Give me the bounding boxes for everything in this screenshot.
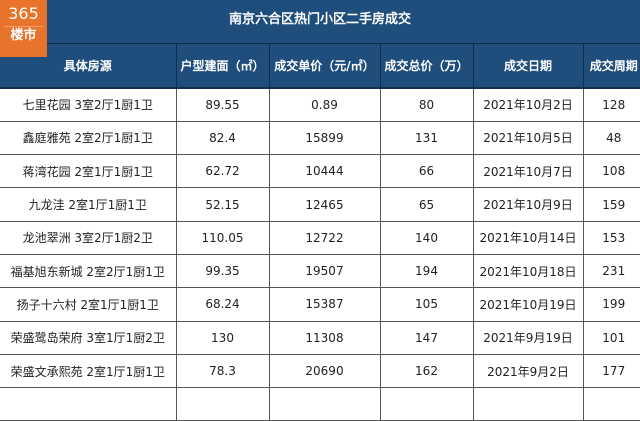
table-cell: 153 bbox=[582, 221, 640, 255]
table-cell: 78.3 bbox=[175, 354, 269, 389]
logo-text: 楼市 bbox=[4, 26, 43, 45]
table-cell: 147 bbox=[379, 321, 473, 355]
table-cell: 2021年9月19日 bbox=[472, 321, 583, 355]
table-cell: 九龙洼 2室1厅1厨1卫 bbox=[0, 187, 176, 222]
table-cell: 荣盛鹭岛荣府 3室1厅1厨2卫 bbox=[0, 321, 176, 355]
table-cell: 131 bbox=[379, 121, 473, 156]
table-cell: 99.35 bbox=[175, 254, 269, 289]
table-cell: 66 bbox=[379, 154, 473, 189]
table-row: 龙池翠洲 3室2厅1厨2卫 110.05 12722 140 2021年10月14日 15… bbox=[0, 221, 640, 255]
table-cell: 15899 bbox=[268, 121, 380, 156]
table-cell: 101 bbox=[582, 321, 640, 355]
table-cell: 12465 bbox=[268, 187, 380, 222]
table-cell: 福基旭东新城 2室2厅1厨1卫 bbox=[0, 254, 176, 289]
table-cell bbox=[472, 387, 583, 421]
table-cell: 12722 bbox=[268, 221, 380, 255]
table-cell: 19507 bbox=[268, 254, 380, 289]
table-cell: 2021年10月5日 bbox=[472, 121, 583, 156]
table-row bbox=[0, 387, 640, 421]
table-cell: 蒋湾花园 2室1厅1厨1卫 bbox=[0, 154, 176, 189]
table-row: 荣盛文承熙苑 2室1厅1厨1卫 78.3 20690 162 2021年9月2日 177 bbox=[0, 354, 640, 389]
table-cell bbox=[379, 387, 473, 421]
table-cell: 89.55 bbox=[175, 88, 269, 122]
table-row: 九龙洼 2室1厅1厨1卫 52.15 12465 65 2021年10月9日 159 bbox=[0, 187, 640, 222]
column-header: 成交总价（万） bbox=[379, 44, 473, 89]
table-row: 扬子十六村 2室1厅1厨1卫 68.24 15387 105 2021年10月19日 19… bbox=[0, 287, 640, 322]
table-cell: 荣盛文承熙苑 2室1厅1厨1卫 bbox=[0, 354, 176, 389]
table-cell: 68.24 bbox=[175, 287, 269, 322]
table-cell: 194 bbox=[379, 254, 473, 289]
table-cell: 20690 bbox=[268, 354, 380, 389]
table-cell: 七里花园 3室2厅1厨1卫 bbox=[0, 88, 176, 122]
table-cell bbox=[175, 387, 269, 421]
table-cell: 2021年10月9日 bbox=[472, 187, 583, 222]
table-cell: 62.72 bbox=[175, 154, 269, 189]
table-cell: 199 bbox=[582, 287, 640, 322]
table-cell: 140 bbox=[379, 221, 473, 255]
table-cell: 159 bbox=[582, 187, 640, 222]
column-header: 成交日期 bbox=[472, 44, 583, 89]
table-cell: 82.4 bbox=[175, 121, 269, 156]
table-cell: 2021年10月18日 bbox=[472, 254, 583, 289]
table-cell: 11308 bbox=[268, 321, 380, 355]
logo-number: 365 bbox=[8, 4, 39, 23]
table-cell: 扬子十六村 2室1厅1厨1卫 bbox=[0, 287, 176, 322]
table-cell: 110.05 bbox=[175, 221, 269, 255]
table-cell: 80 bbox=[379, 88, 473, 122]
column-header: 具体房源 bbox=[0, 44, 176, 89]
table-cell bbox=[582, 387, 640, 421]
column-header: 成交周期 bbox=[582, 44, 640, 89]
table-cell: 2021年10月14日 bbox=[472, 221, 583, 255]
table-cell: 2021年10月7日 bbox=[472, 154, 583, 189]
logo-365: 365 楼市 bbox=[0, 0, 47, 57]
table-cell: 龙池翠洲 3室2厅1厨2卫 bbox=[0, 221, 176, 255]
table-row: 蒋湾花园 2室1厅1厨1卫 62.72 10444 66 2021年10月7日 108 bbox=[0, 154, 640, 189]
transactions-table: 具体房源 户型建面（㎡） 成交单价（元/㎡） 成交总价（万） 成交日期 成交周期 七里花园… bbox=[0, 44, 640, 421]
table-cell: 231 bbox=[582, 254, 640, 289]
table-title: 南京六合区热门小区二手房成交 bbox=[0, 0, 640, 44]
column-header: 户型建面（㎡） bbox=[175, 44, 269, 89]
table-cell: 10444 bbox=[268, 154, 380, 189]
table-cell: 105 bbox=[379, 287, 473, 322]
table-cell: 15387 bbox=[268, 287, 380, 322]
table-cell: 2021年10月19日 bbox=[472, 287, 583, 322]
table-cell bbox=[268, 387, 380, 421]
table-row: 荣盛鹭岛荣府 3室1厅1厨2卫 130 11308 147 2021年9月19日 101 bbox=[0, 321, 640, 355]
table-row: 福基旭东新城 2室2厅1厨1卫 99.35 19507 194 2021年10月18日 2… bbox=[0, 254, 640, 289]
table-cell: 0.89 bbox=[268, 88, 380, 122]
table-cell bbox=[0, 387, 176, 421]
table-cell: 2021年9月2日 bbox=[472, 354, 583, 389]
table-cell: 48 bbox=[582, 121, 640, 156]
table-cell: 108 bbox=[582, 154, 640, 189]
table-cell: 65 bbox=[379, 187, 473, 222]
table-row: 七里花园 3室2厅1厨1卫 89.55 0.89 80 2021年10月2日 128 bbox=[0, 88, 640, 122]
column-header: 成交单价（元/㎡） bbox=[268, 44, 380, 89]
table-cell: 鑫庭雅苑 2室2厅1厨1卫 bbox=[0, 121, 176, 156]
table-cell: 130 bbox=[175, 321, 269, 355]
table-cell: 177 bbox=[582, 354, 640, 389]
table-cell: 162 bbox=[379, 354, 473, 389]
table-cell: 128 bbox=[582, 88, 640, 122]
table-cell: 2021年10月2日 bbox=[472, 88, 583, 122]
table-cell: 52.15 bbox=[175, 187, 269, 222]
table-row: 鑫庭雅苑 2室2厅1厨1卫 82.4 15899 131 2021年10月5日 48 bbox=[0, 121, 640, 156]
